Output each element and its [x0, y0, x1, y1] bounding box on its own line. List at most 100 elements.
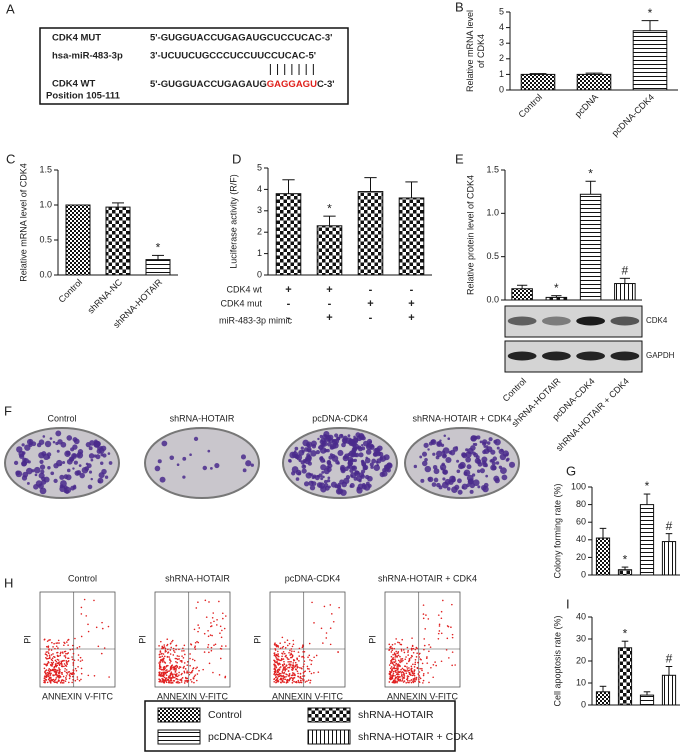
colony — [13, 460, 19, 465]
event — [414, 680, 416, 683]
colony — [496, 446, 500, 450]
annotation: * — [648, 6, 653, 20]
event — [47, 646, 50, 649]
event — [183, 650, 185, 652]
event — [63, 663, 66, 665]
colony — [354, 452, 360, 458]
event — [171, 640, 173, 643]
event — [285, 675, 287, 678]
event — [69, 675, 71, 678]
event — [432, 663, 435, 666]
event — [160, 671, 163, 674]
axis-label: PI — [367, 635, 377, 644]
event — [177, 680, 179, 683]
colony — [419, 455, 423, 459]
colony — [490, 449, 496, 455]
event — [160, 681, 162, 683]
event — [309, 679, 312, 682]
event — [397, 654, 400, 657]
event — [50, 672, 52, 675]
event — [71, 648, 74, 650]
colony — [77, 453, 81, 458]
event — [421, 667, 423, 670]
event — [397, 663, 400, 665]
event — [399, 660, 401, 663]
y-tick-label: 10 — [576, 677, 586, 687]
event — [208, 601, 210, 603]
event — [170, 672, 173, 675]
event — [395, 662, 398, 665]
event — [175, 677, 178, 680]
event — [395, 638, 397, 640]
y-axis-label: Colony forming rate (%) — [552, 483, 562, 578]
event — [207, 629, 209, 632]
colony — [157, 459, 162, 464]
colony — [296, 454, 303, 461]
event — [178, 671, 180, 674]
colony — [373, 464, 380, 471]
event — [276, 677, 279, 679]
event — [388, 643, 391, 646]
event — [169, 680, 171, 682]
event — [288, 663, 290, 666]
event — [418, 674, 420, 677]
colony — [59, 474, 65, 480]
event — [47, 669, 50, 672]
event — [67, 644, 69, 646]
event — [210, 649, 213, 652]
event — [161, 658, 163, 661]
y-axis-label: of CDK4 — [476, 34, 486, 68]
event — [451, 664, 453, 667]
event — [87, 623, 89, 626]
colony — [307, 448, 312, 453]
event — [175, 681, 178, 684]
event — [184, 653, 186, 656]
legend-label: shRNA-HOTAIR + CDK4 — [358, 731, 474, 743]
y-axis-label: Relative mRNA level — [465, 10, 475, 92]
flow-plot — [39, 591, 116, 688]
colony-plate — [144, 427, 260, 499]
colony — [353, 437, 359, 443]
event — [210, 622, 212, 624]
event — [308, 668, 310, 670]
event — [394, 675, 396, 677]
event — [81, 659, 84, 661]
event — [397, 678, 400, 681]
event — [58, 677, 60, 679]
event — [65, 661, 68, 664]
event — [283, 681, 286, 683]
colony — [310, 450, 317, 457]
event — [389, 667, 392, 670]
event — [407, 679, 409, 682]
event — [302, 651, 304, 653]
event — [302, 665, 305, 668]
blot-band — [610, 316, 640, 326]
event — [215, 624, 218, 626]
y-tick-label: 30 — [576, 633, 586, 643]
event — [451, 651, 454, 653]
event — [409, 680, 411, 682]
blot-band — [610, 351, 640, 361]
event — [286, 656, 288, 659]
colony — [327, 479, 331, 483]
x-tick-label: shRNA-HOTAIR + CDK4 — [554, 376, 631, 453]
event — [418, 653, 420, 655]
event — [290, 652, 292, 655]
event — [289, 677, 291, 679]
event — [287, 644, 289, 647]
event — [54, 668, 57, 671]
event — [74, 679, 77, 682]
event — [276, 663, 279, 665]
event — [396, 652, 398, 655]
event — [56, 655, 59, 658]
event — [173, 651, 176, 653]
event — [423, 648, 425, 651]
event — [402, 681, 405, 683]
event — [162, 653, 165, 655]
colony — [424, 457, 428, 462]
event — [66, 652, 69, 655]
bar — [595, 691, 611, 706]
event — [183, 665, 185, 668]
event — [398, 641, 401, 644]
colony — [308, 472, 311, 476]
